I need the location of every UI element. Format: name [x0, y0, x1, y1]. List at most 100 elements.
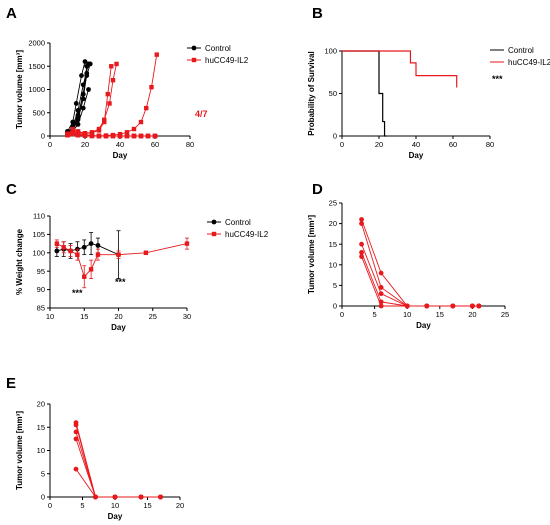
legend-label: huCC49-IL2: [508, 58, 550, 67]
data-point: [124, 133, 130, 139]
x-tick-label: 15: [80, 312, 88, 321]
y-tick-label: 10: [329, 260, 337, 269]
y-axis-label: Probability of Survival: [307, 51, 316, 135]
data-point: [124, 130, 130, 135]
data-point: [95, 243, 101, 248]
series-line: [75, 438, 161, 498]
y-tick-label: 2000: [28, 39, 45, 48]
data-point: [470, 303, 475, 309]
x-tick-label: 60: [449, 140, 457, 149]
data-point: [73, 429, 79, 435]
data-point: [378, 285, 384, 290]
data-point: [105, 91, 110, 97]
chart-panel-c: C 10 15 20 25 30 85 90 95 100 105 110 Day % Weight ch…: [6, 181, 269, 332]
y-tick-label: 25: [329, 199, 337, 208]
data-point: [359, 250, 364, 255]
x-tick-label: 10: [403, 310, 411, 319]
data-point: [116, 252, 121, 257]
x-tick-label: 20: [81, 140, 89, 149]
panel-label: B: [312, 5, 323, 22]
data-point: [68, 248, 73, 254]
y-tick-label: 20: [37, 400, 45, 409]
panel-label: C: [6, 181, 17, 198]
x-tick-label: 20: [375, 140, 383, 149]
data-point: [79, 73, 84, 78]
data-point: [80, 91, 86, 97]
data-point: [359, 254, 364, 259]
y-axis-label: Tumor volume [mm³]: [307, 215, 316, 294]
annotation: ***: [115, 277, 126, 287]
series-line: [342, 50, 387, 137]
data-point: [131, 133, 137, 139]
series-treatment: [54, 237, 190, 289]
x-tick-label: 20: [114, 312, 122, 321]
y-axis-label: % Weight change: [15, 228, 24, 295]
data-point: [143, 250, 149, 255]
series-line: [361, 252, 479, 307]
y-tick-label: 20: [329, 219, 337, 228]
data-point: [110, 78, 116, 83]
x-tick-label: 40: [412, 140, 420, 149]
annotation: ***: [492, 74, 503, 84]
y-tick-label: 95: [37, 267, 45, 276]
y-tick-label: 0: [41, 132, 45, 141]
panel-label: D: [312, 181, 323, 198]
data-point: [80, 105, 86, 111]
y-tick-label: 0: [41, 493, 45, 502]
y-tick-label: 100: [324, 47, 337, 56]
data-point: [404, 303, 410, 309]
x-tick-label: 0: [48, 501, 52, 510]
data-point: [378, 303, 384, 309]
x-tick-label: 25: [501, 310, 509, 319]
x-tick-label: 25: [149, 312, 157, 321]
x-tick-label: 5: [80, 501, 84, 510]
legend-label: huCC49-IL2: [225, 230, 269, 239]
x-axis-label: Day: [113, 151, 128, 160]
data-point: [82, 59, 88, 64]
data-point: [450, 303, 456, 309]
series-line: [75, 424, 161, 498]
series-treatment: [73, 420, 163, 500]
x-axis-label: Day: [416, 321, 431, 330]
data-point: [378, 270, 384, 276]
y-tick-label: 10: [37, 446, 45, 455]
data-point: [93, 494, 98, 500]
data-point: [112, 494, 118, 500]
legend-marker: [211, 219, 217, 225]
data-point: [54, 248, 60, 254]
x-axis-label: Day: [108, 512, 123, 521]
x-tick-label: 10: [111, 501, 119, 510]
x-axis-label: Day: [111, 323, 126, 332]
panel-label: E: [6, 375, 16, 392]
legend: Control huCC49-IL2: [490, 46, 550, 67]
data-point: [75, 252, 80, 257]
chart-panel-a: A 0 20 40 60 80 0 500 1000 1500 2000 Day Tumor volum…: [6, 5, 249, 160]
x-tick-label: 0: [340, 310, 344, 319]
data-point: [102, 119, 107, 125]
series-line: [67, 63, 117, 135]
data-point: [476, 303, 482, 309]
y-tick-label: 0: [333, 132, 337, 141]
y-tick-label: 5: [333, 281, 337, 290]
legend: Control huCC49-IL2: [187, 44, 249, 65]
x-tick-label: 0: [340, 140, 344, 149]
chart-panel-b: B 0 20 40 60 80 0 50 100 Day Probability of Surviv…: [307, 5, 550, 160]
data-point: [144, 105, 149, 111]
data-point: [75, 133, 81, 138]
x-tick-label: 30: [183, 312, 191, 321]
y-axis-label: Tumor volume [mm³]: [15, 411, 24, 490]
data-point: [87, 61, 93, 67]
x-tick-label: 80: [486, 140, 494, 149]
y-tick-label: 90: [37, 285, 45, 294]
data-point: [61, 245, 66, 250]
y-tick-label: 110: [33, 212, 45, 221]
data-point: [84, 73, 90, 78]
data-point: [359, 221, 364, 227]
y-tick-label: 1000: [28, 85, 45, 94]
y-tick-label: 5: [41, 469, 45, 478]
series-treatment: [359, 250, 482, 309]
series-control: [342, 50, 387, 137]
data-point: [70, 131, 75, 137]
series-treatment: [73, 466, 163, 500]
y-tick-label: 1500: [28, 62, 45, 71]
